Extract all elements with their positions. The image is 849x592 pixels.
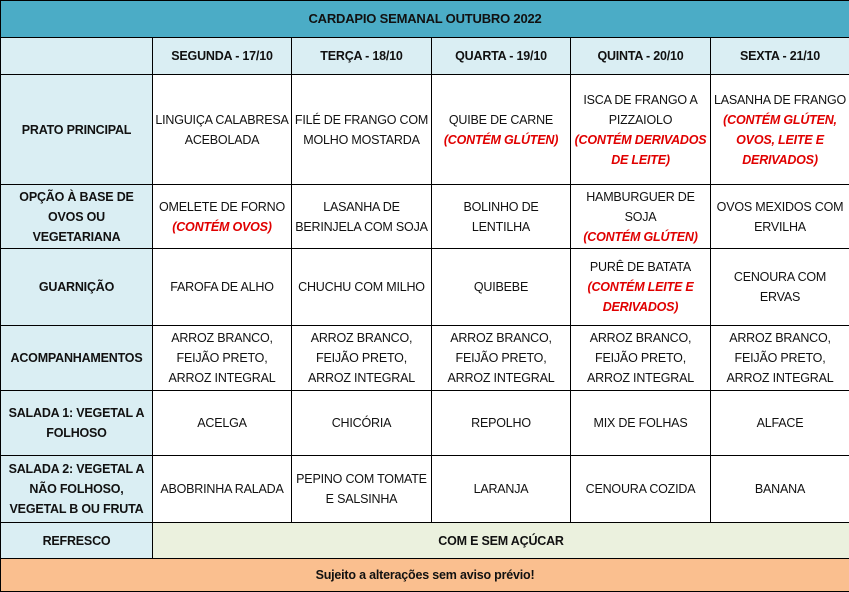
menu-cell: LASANHA DE FRANGO (CONTÉM GLÚTEN, OVOS, L…: [711, 75, 849, 185]
menu-title: CARDAPIO SEMANAL OUTUBRO 2022: [1, 1, 849, 38]
menu-row: ACOMPANHAMENTOS ARROZ BRANCO, FEIJÃO PRET…: [1, 326, 849, 391]
menu-cell: ARROZ BRANCO, FEIJÃO PRETO, ARROZ INTEGR…: [571, 326, 711, 391]
day-header: QUARTA - 19/10: [432, 38, 571, 75]
corner-cell: [1, 38, 153, 75]
menu-cell: CENOURA COZIDA: [571, 456, 711, 523]
dish-name: ARROZ BRANCO, FEIJÃO PRETO, ARROZ INTEGR…: [727, 331, 834, 385]
allergen-note: (CONTÉM DERIVADOS DE LEITE): [573, 130, 708, 170]
dish-name: LASANHA DE BERINJELA COM SOJA: [295, 200, 428, 234]
row-label: SALADA 1: VEGETAL A FOLHOSO: [1, 391, 153, 456]
menu-cell: ARROZ BRANCO, FEIJÃO PRETO, ARROZ INTEGR…: [432, 326, 571, 391]
dish-name: ARROZ BRANCO, FEIJÃO PRETO, ARROZ INTEGR…: [169, 331, 276, 385]
day-header: QUINTA - 20/10: [571, 38, 711, 75]
menu-cell: ARROZ BRANCO, FEIJÃO PRETO, ARROZ INTEGR…: [711, 326, 849, 391]
allergen-note: (CONTÉM GLÚTEN, OVOS, LEITE E DERIVADOS): [713, 110, 847, 170]
dish-name: CENOURA COM ERVAS: [734, 270, 826, 304]
menu-cell: OVOS MEXIDOS COM ERVILHA: [711, 185, 849, 249]
day-header: SEGUNDA - 17/10: [153, 38, 292, 75]
dish-name: LASANHA DE FRANGO: [714, 93, 846, 107]
row-label: ACOMPANHAMENTOS: [1, 326, 153, 391]
dish-name: ARROZ BRANCO, FEIJÃO PRETO, ARROZ INTEGR…: [308, 331, 415, 385]
menu-cell: CHICÓRIA: [292, 391, 432, 456]
dish-name: QUIBEBE: [474, 280, 528, 294]
dish-name: ARROZ BRANCO, FEIJÃO PRETO, ARROZ INTEGR…: [448, 331, 555, 385]
day-header: TERÇA - 18/10: [292, 38, 432, 75]
row-label: PRATO PRINCIPAL: [1, 75, 153, 185]
dish-name: CHUCHU COM MILHO: [298, 280, 425, 294]
dish-name: PEPINO COM TOMATE E SALSINHA: [296, 472, 427, 506]
allergen-note: (CONTÉM OVOS): [155, 217, 289, 237]
menu-cell: ALFACE: [711, 391, 849, 456]
dish-name: ISCA DE FRANGO A PIZZAIOLO: [583, 93, 697, 127]
menu-cell: HAMBURGUER DE SOJA (CONTÉM GLÚTEN): [571, 185, 711, 249]
dish-name: REPOLHO: [471, 416, 531, 430]
dish-name: BOLINHO DE LENTILHA: [463, 200, 538, 234]
menu-cell: BOLINHO DE LENTILHA: [432, 185, 571, 249]
menu-cell: LARANJA: [432, 456, 571, 523]
menu-cell: CENOURA COM ERVAS: [711, 249, 849, 326]
row-label: OPÇÃO À BASE DE OVOS OU VEGETARIANA: [1, 185, 153, 249]
menu-cell: ACELGA: [153, 391, 292, 456]
refresco-value: COM E SEM AÇÚCAR: [153, 523, 849, 559]
dish-name: ABOBRINHA RALADA: [160, 482, 283, 496]
dish-name: FILÉ DE FRANGO COM MOLHO MOSTARDA: [295, 113, 428, 147]
dish-name: MIX DE FOLHAS: [594, 416, 688, 430]
menu-cell: LASANHA DE BERINJELA COM SOJA: [292, 185, 432, 249]
dish-name: LARANJA: [474, 482, 529, 496]
menu-cell: OMELETE DE FORNO (CONTÉM OVOS): [153, 185, 292, 249]
refresco-label: REFRESCO: [1, 523, 153, 559]
menu-cell: ARROZ BRANCO, FEIJÃO PRETO, ARROZ INTEGR…: [153, 326, 292, 391]
menu-cell: ABOBRINHA RALADA: [153, 456, 292, 523]
menu-cell: BANANA: [711, 456, 849, 523]
menu-cell: PEPINO COM TOMATE E SALSINHA: [292, 456, 432, 523]
day-header: SEXTA - 21/10: [711, 38, 849, 75]
menu-row: GUARNIÇÃO FAROFA DE ALHO CHUCHU COM MILHO Q…: [1, 249, 849, 326]
dish-name: ALFACE: [757, 416, 804, 430]
dish-name: CENOURA COZIDA: [586, 482, 696, 496]
allergen-note: (CONTÉM GLÚTEN): [573, 227, 708, 247]
dish-name: ACELGA: [197, 416, 247, 430]
dish-name: OVOS MEXIDOS COM ERVILHA: [717, 200, 844, 234]
menu-cell: QUIBEBE: [432, 249, 571, 326]
menu-cell: FAROFA DE ALHO: [153, 249, 292, 326]
menu-cell: LINGUIÇA CALABRESA ACEBOLADA: [153, 75, 292, 185]
menu-cell: MIX DE FOLHAS: [571, 391, 711, 456]
menu-cell: REPOLHO: [432, 391, 571, 456]
menu-row: SALADA 1: VEGETAL A FOLHOSO ACELGA CHICÓRI…: [1, 391, 849, 456]
menu-cell: ISCA DE FRANGO A PIZZAIOLO(CONTÉM DERIVA…: [571, 75, 711, 185]
dish-name: QUIBE DE CARNE: [449, 113, 553, 127]
allergen-note: (CONTÉM GLÚTEN): [434, 130, 568, 150]
dish-name: LINGUIÇA CALABRESA ACEBOLADA: [155, 113, 288, 147]
dish-name: CHICÓRIA: [332, 416, 392, 430]
dish-name: OMELETE DE FORNO: [159, 200, 285, 214]
dish-name: FAROFA DE ALHO: [170, 280, 274, 294]
dish-name: BANANA: [755, 482, 805, 496]
menu-row: SALADA 2: VEGETAL A NÃO FOLHOSO, VEGETAL…: [1, 456, 849, 523]
disclaimer: Sujeito a alterações sem aviso prévio!: [1, 559, 849, 592]
menu-cell: CHUCHU COM MILHO: [292, 249, 432, 326]
row-label: GUARNIÇÃO: [1, 249, 153, 326]
dish-name: PURÊ DE BATATA: [590, 260, 691, 274]
menu-cell: FILÉ DE FRANGO COM MOLHO MOSTARDA: [292, 75, 432, 185]
allergen-note: (CONTÉM LEITE E DERIVADOS): [573, 277, 708, 317]
dish-name: HAMBURGUER DE SOJA: [586, 190, 695, 224]
dish-name: ARROZ BRANCO, FEIJÃO PRETO, ARROZ INTEGR…: [587, 331, 694, 385]
row-label: SALADA 2: VEGETAL A NÃO FOLHOSO, VEGETAL…: [1, 456, 153, 523]
menu-cell: QUIBE DE CARNE (CONTÉM GLÚTEN): [432, 75, 571, 185]
menu-cell: ARROZ BRANCO, FEIJÃO PRETO, ARROZ INTEGR…: [292, 326, 432, 391]
menu-cell: PURÊ DE BATATA (CONTÉM LEITE E DERIVADOS): [571, 249, 711, 326]
